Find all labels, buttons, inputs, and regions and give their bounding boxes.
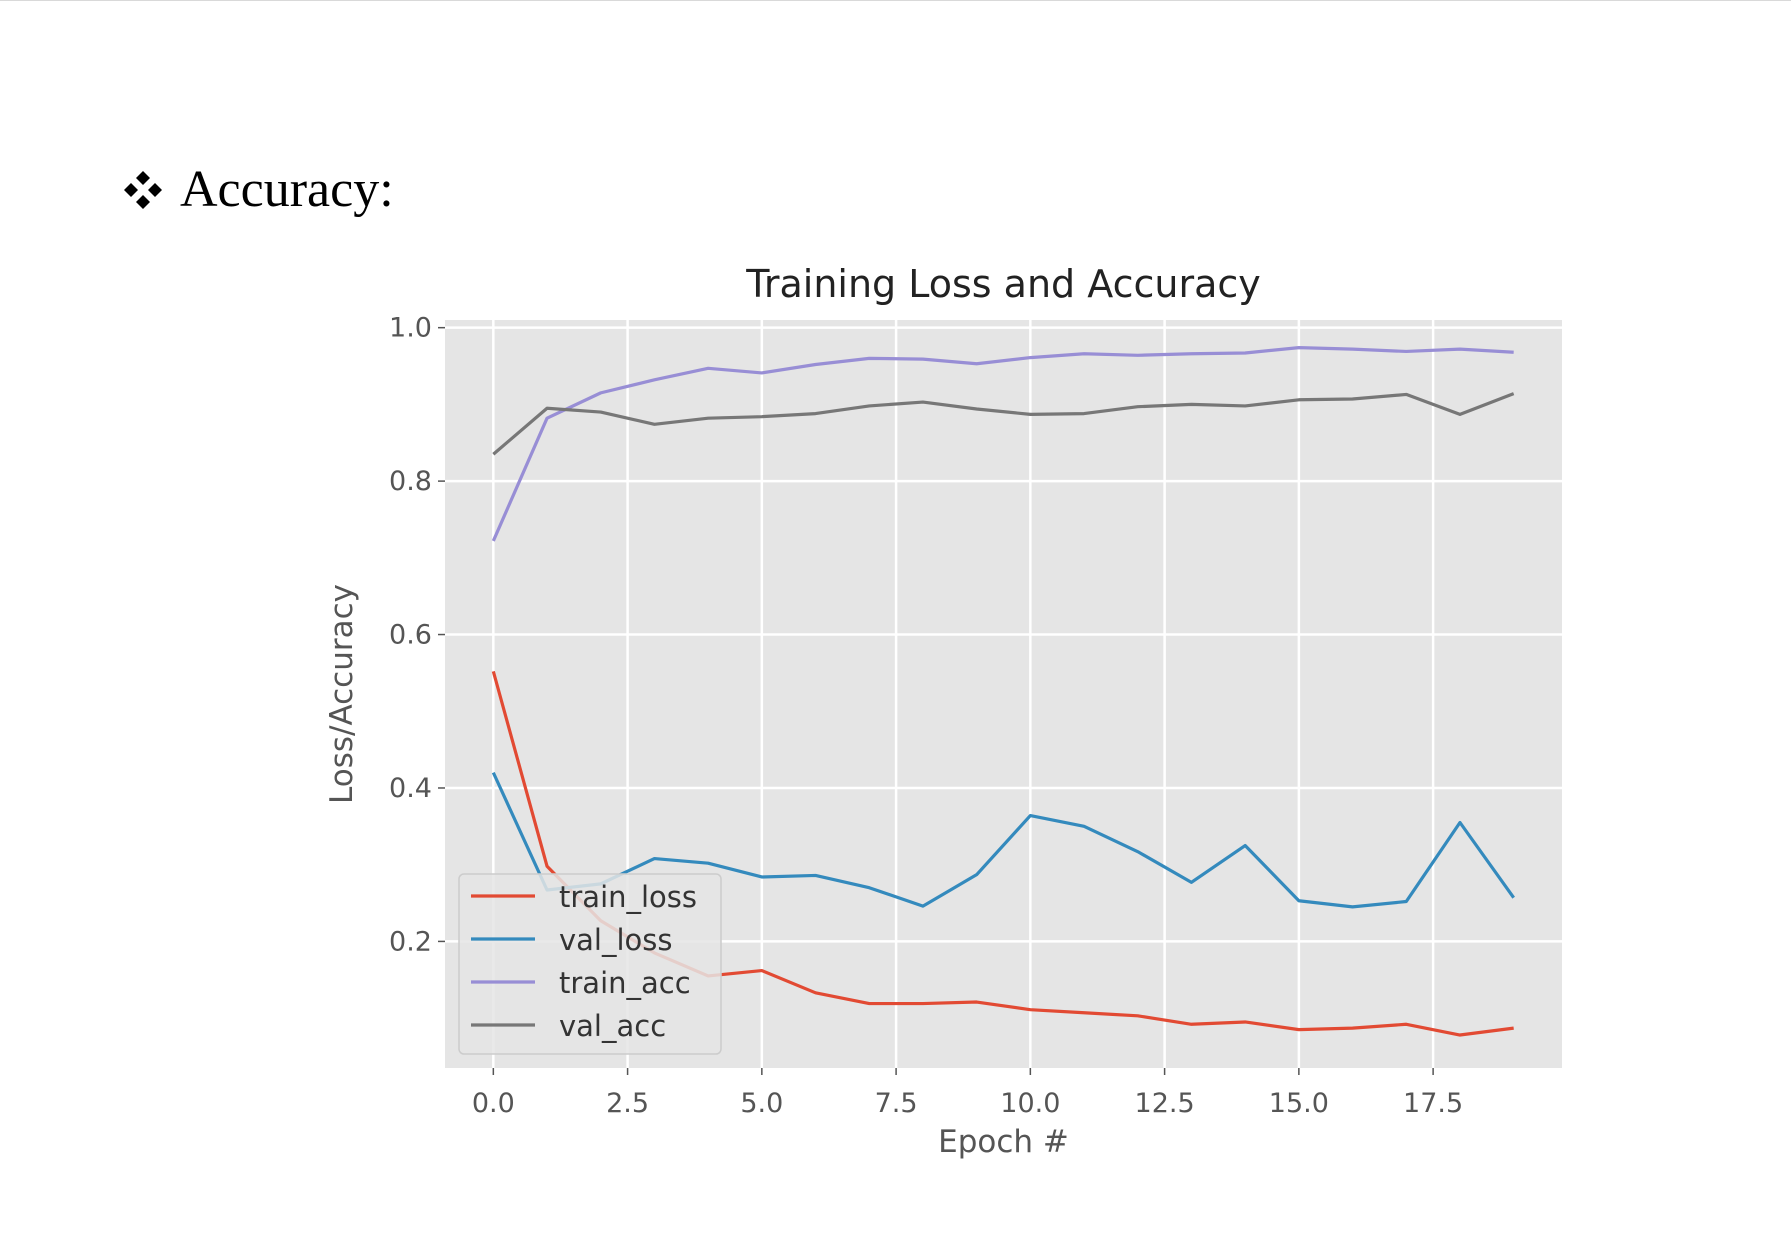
y-tick-label: 0.8: [389, 466, 432, 497]
legend-label-val-acc: val_acc: [559, 1009, 666, 1043]
diamond-cluster-bullet-icon: [124, 170, 162, 209]
x-tick-label: 12.5: [1135, 1088, 1195, 1119]
y-tick-label: 0.2: [389, 926, 432, 957]
section-heading-text: Accuracy:: [180, 161, 394, 218]
x-tick-label: 5.0: [740, 1088, 783, 1119]
x-tick-label: 7.5: [875, 1088, 918, 1119]
series-line-train-acc: [491, 346, 1514, 542]
legend-label-val-loss: val_loss: [559, 923, 673, 957]
y-tick-label: 0.6: [389, 620, 432, 651]
legend-box: [458, 873, 722, 1055]
y-tick-label: 0.4: [389, 773, 432, 804]
chart-title: Training Loss and Accuracy: [745, 262, 1261, 306]
x-tick-label: 2.5: [606, 1088, 649, 1119]
series-line-val-loss: [491, 771, 1515, 909]
series-line-val-acc: [492, 392, 1515, 456]
x-tick-label: 0.0: [472, 1088, 515, 1119]
legend-label-train-loss: train_loss: [559, 880, 697, 914]
y-tick-label: 1.0: [389, 313, 432, 344]
x-tick-label: 10.0: [1000, 1088, 1060, 1119]
section-heading: Accuracy:: [122, 160, 394, 219]
page-top-rule: [0, 0, 1791, 1]
x-tick-label: 17.5: [1403, 1088, 1463, 1119]
y-axis-ticks: 0.2 0.4 0.6 0.8 1.0: [389, 313, 445, 957]
x-axis-label: Epoch #: [938, 1124, 1069, 1160]
x-tick-label: 15.0: [1269, 1088, 1329, 1119]
legend: train_loss val_loss train_acc val_acc: [458, 873, 722, 1055]
x-axis-ticks: 0.0 2.5 5.0 7.5 10.0 12.5 15.0 17.5: [472, 1068, 1463, 1119]
y-axis-label: Loss/Accuracy: [324, 584, 360, 804]
legend-label-train-acc: train_acc: [559, 966, 691, 1000]
